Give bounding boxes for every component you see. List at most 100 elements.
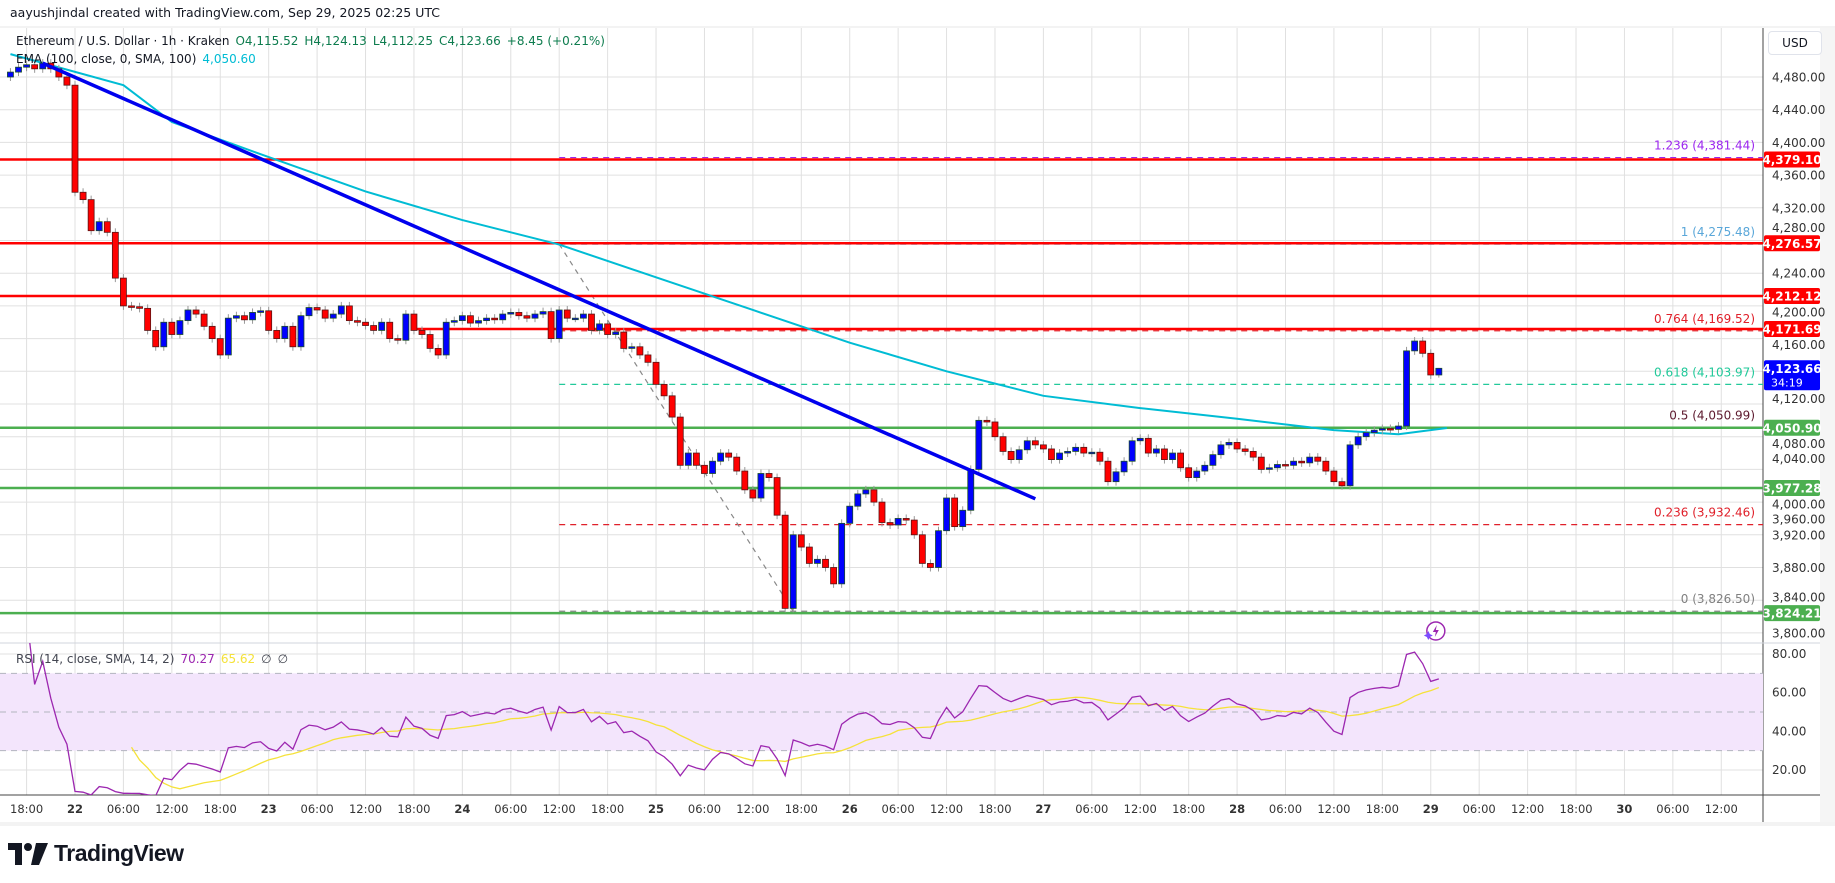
price-change: +8.45 (+0.21%) [506, 34, 605, 48]
candle-body [1209, 454, 1217, 466]
price-tag-label: 4,212.12 [1762, 289, 1821, 303]
candle [305, 303, 313, 320]
candle [1314, 453, 1322, 466]
rsi-sma-value: 65.62 [220, 652, 256, 666]
candle [676, 413, 684, 470]
candle [402, 310, 410, 345]
time-tick-label: 27 [1035, 802, 1051, 816]
candle [475, 316, 482, 328]
candle-body [208, 325, 216, 339]
candle-body [87, 199, 95, 232]
candle-body [588, 313, 595, 331]
candle-body [927, 563, 934, 568]
time-tick-label: 26 [842, 802, 858, 816]
candle-body [15, 66, 22, 73]
fib-level-label: 0.5 (4,050.99) [1669, 409, 1755, 423]
candle [1128, 436, 1136, 466]
lightning-icon[interactable] [1423, 621, 1446, 641]
candle-body [814, 558, 821, 564]
candle [216, 334, 224, 359]
candle-body [1072, 446, 1080, 452]
candle [1306, 453, 1314, 467]
price-tick-label: 3,840.00 [1772, 591, 1825, 605]
candle [1298, 457, 1306, 467]
candle [1338, 477, 1346, 490]
candle-body [991, 421, 999, 438]
candle-body [878, 501, 886, 523]
candle [200, 310, 208, 331]
ema-label: EMA (100, close, 0, SMA, 100) [16, 52, 197, 66]
candle-body [1370, 429, 1378, 434]
candle [1217, 440, 1225, 459]
candle-body [1314, 456, 1322, 462]
current-price-label: 4,123.66 [1762, 362, 1821, 376]
candle-body [668, 395, 676, 418]
price-tick-label: 4,040.00 [1772, 452, 1825, 466]
time-tick-label: 06:00 [688, 802, 721, 816]
candle-body [1403, 350, 1410, 427]
candle-body [580, 313, 587, 319]
candle-body [805, 546, 813, 564]
price-tag-label: 3,977.28 [1762, 481, 1821, 495]
sparkle-icon [1423, 631, 1433, 640]
rsi-sma-line [130, 686, 1440, 790]
time-tick-label: 06:00 [1463, 802, 1496, 816]
ohlc-low: L4,112.25 [372, 34, 433, 48]
time-tick-label: 12:00 [1511, 802, 1544, 816]
price-tick-label: 4,120.00 [1772, 392, 1825, 406]
candle [144, 304, 152, 335]
time-tick-label: 06:00 [494, 802, 527, 816]
candle-body [555, 309, 563, 339]
candle-body [337, 305, 345, 315]
candle-body [918, 534, 926, 564]
candle [854, 489, 862, 511]
candle [580, 310, 587, 323]
candle [636, 342, 644, 359]
candle-body [63, 76, 71, 86]
candle [313, 303, 321, 314]
candle [467, 311, 474, 328]
tradingview-logo-icon [8, 842, 48, 865]
candle-body [1282, 464, 1289, 467]
candle-body [23, 64, 30, 68]
candle-body [797, 534, 805, 548]
symbol-name[interactable]: Ethereum / U.S. Dollar · 1h · Kraken [16, 34, 230, 48]
right-margin [1820, 28, 1835, 822]
candle [1257, 453, 1265, 474]
time-tick-label: 12:00 [349, 802, 382, 816]
candle-body [1152, 448, 1160, 454]
candle-body [160, 321, 168, 348]
candle [991, 417, 999, 441]
candle [1056, 449, 1063, 464]
top-border [0, 26, 1835, 28]
candle [539, 307, 547, 319]
candle-body [563, 309, 571, 319]
ema-legend[interactable]: EMA (100, close, 0, SMA, 100) 4,050.60 [16, 52, 256, 66]
candle [136, 302, 143, 313]
candle [684, 449, 692, 470]
candle-body [1177, 452, 1184, 469]
candle-body [1023, 440, 1031, 451]
candle-body [1144, 437, 1152, 454]
currency-button[interactable]: USD [1768, 31, 1822, 55]
candle-body [216, 338, 224, 356]
price-tag-label: 4,171.69 [1762, 323, 1821, 337]
ema-100-line [10, 53, 1448, 436]
time-tick-label: 06:00 [1656, 802, 1689, 816]
price-tick-label: 4,480.00 [1772, 71, 1825, 85]
fib-level-label: 1 (4,275.48) [1681, 225, 1755, 239]
candle [168, 318, 176, 339]
candle-body [289, 325, 297, 348]
candle-body [1257, 456, 1265, 470]
candle-body [596, 323, 603, 331]
candle [1274, 460, 1281, 472]
candle-body [1378, 428, 1386, 431]
candle-body [902, 518, 910, 521]
candle-body [1104, 460, 1112, 483]
candle [1088, 448, 1096, 458]
candle-body [983, 419, 991, 423]
candle-body [297, 315, 305, 348]
rsi-legend[interactable]: RSI (14, close, SMA, 14, 2) 70.27 65.62 ∅ ∅ [16, 652, 288, 666]
tradingview-logo[interactable]: TradingView [8, 840, 184, 867]
